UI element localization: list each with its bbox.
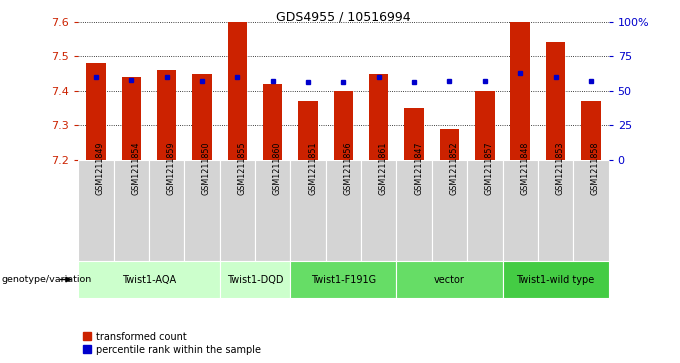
Text: GSM1211847: GSM1211847: [414, 141, 423, 195]
Text: GSM1211849: GSM1211849: [96, 141, 105, 195]
Bar: [581, 101, 600, 160]
Text: GSM1211860: GSM1211860: [273, 141, 282, 195]
Bar: [432, 160, 467, 261]
Bar: [86, 63, 105, 160]
Bar: [440, 129, 459, 160]
Bar: [78, 160, 114, 261]
Text: GDS4955 / 10516994: GDS4955 / 10516994: [276, 11, 411, 24]
Bar: [263, 84, 282, 160]
Bar: [573, 160, 609, 261]
Text: GSM1211854: GSM1211854: [131, 141, 140, 195]
Text: Twist1-DQD: Twist1-DQD: [226, 274, 284, 285]
Text: GSM1211853: GSM1211853: [556, 141, 564, 195]
Bar: [538, 160, 573, 261]
Bar: [503, 261, 609, 298]
Bar: [255, 160, 290, 261]
Bar: [467, 160, 503, 261]
Bar: [299, 101, 318, 160]
Bar: [326, 160, 361, 261]
Text: Twist1-F191G: Twist1-F191G: [311, 274, 376, 285]
Bar: [396, 261, 503, 298]
Bar: [405, 108, 424, 160]
Text: vector: vector: [434, 274, 465, 285]
Text: GSM1211851: GSM1211851: [308, 141, 317, 195]
Bar: [220, 160, 255, 261]
Bar: [122, 77, 141, 160]
Bar: [334, 91, 353, 160]
Text: GSM1211848: GSM1211848: [520, 141, 529, 195]
Text: GSM1211859: GSM1211859: [167, 141, 175, 195]
Bar: [220, 261, 290, 298]
Text: GSM1211852: GSM1211852: [449, 141, 458, 195]
Text: GSM1211858: GSM1211858: [591, 141, 600, 195]
Text: GSM1211861: GSM1211861: [379, 141, 388, 195]
Bar: [369, 73, 388, 160]
Bar: [361, 160, 396, 261]
Text: genotype/variation: genotype/variation: [1, 275, 92, 284]
Bar: [78, 261, 220, 298]
Bar: [290, 160, 326, 261]
Text: GSM1211850: GSM1211850: [202, 141, 211, 195]
Text: GSM1211856: GSM1211856: [343, 141, 352, 195]
Text: Twist1-AQA: Twist1-AQA: [122, 274, 176, 285]
Bar: [396, 160, 432, 261]
Text: GSM1211855: GSM1211855: [237, 141, 246, 195]
Bar: [228, 22, 247, 160]
Legend: transformed count, percentile rank within the sample: transformed count, percentile rank withi…: [83, 331, 260, 355]
Bar: [290, 261, 396, 298]
Bar: [192, 73, 211, 160]
Bar: [511, 22, 530, 160]
Bar: [546, 42, 565, 160]
Text: GSM1211857: GSM1211857: [485, 141, 494, 195]
Bar: [149, 160, 184, 261]
Bar: [157, 70, 176, 160]
Bar: [475, 91, 494, 160]
Bar: [503, 160, 538, 261]
Bar: [114, 160, 149, 261]
Text: Twist1-wild type: Twist1-wild type: [516, 274, 595, 285]
Bar: [184, 160, 220, 261]
